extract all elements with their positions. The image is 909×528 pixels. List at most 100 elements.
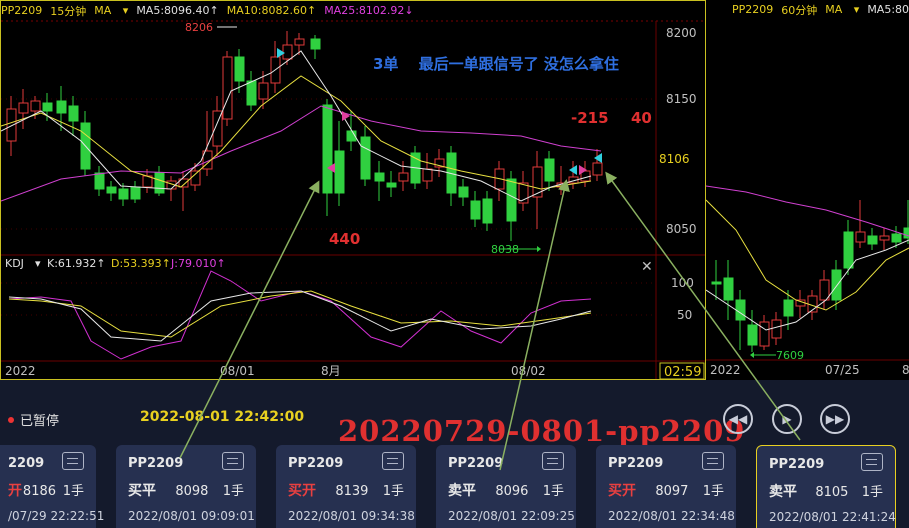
candle: [334, 150, 345, 194]
trade-action: 买平: [128, 483, 156, 499]
trade-action: 卖平: [448, 483, 476, 499]
x-label: 08/01: [220, 364, 255, 378]
trade-price: 8105: [815, 485, 849, 500]
signal-marker-pink: [342, 111, 350, 121]
candle: [771, 319, 782, 339]
ma-label: MA: [825, 3, 843, 16]
candle: [154, 172, 165, 194]
candle: [783, 299, 794, 317]
trade-time: 2022/08/01 09:09:01: [128, 509, 255, 523]
low-price-label: 8038: [491, 243, 519, 256]
ma5-value: MA5:8096.40↑: [136, 4, 219, 17]
comment-icon[interactable]: [382, 452, 404, 470]
kdj-tick: 50: [677, 308, 692, 322]
kline-chart-15min[interactable]: PP2209 15分钟 MA ▾ MA5:8096.40↑ MA10:8082.…: [0, 0, 706, 380]
trade-action: 开: [8, 483, 22, 499]
trade-action: 卖平: [769, 484, 797, 500]
comment-icon[interactable]: [222, 452, 244, 470]
candle: [6, 108, 17, 142]
kdj-label: KDJ: [5, 257, 24, 270]
trade-price: 8186: [22, 484, 57, 499]
trade-card[interactable]: PP2209 买开 8139 1手 2022/08/01 09:34:38: [276, 445, 416, 528]
period-label[interactable]: 15分钟: [50, 4, 87, 18]
x-label: 08/02: [511, 364, 546, 378]
candle: [434, 158, 445, 168]
candle: [735, 299, 746, 321]
candle: [422, 168, 433, 182]
candle: [212, 110, 223, 147]
prev-button[interactable]: ◀◀: [723, 404, 753, 434]
trade-card[interactable]: PP2209 买开 8097 1手 2022/08/01 22:34:48: [596, 445, 736, 528]
trade-time: 2022/08/01 09:34:38: [288, 509, 415, 523]
ma-selector[interactable]: MA ▾: [94, 4, 129, 17]
trade-price: 8096: [495, 484, 529, 499]
card-symbol: PP2209: [448, 456, 504, 471]
comment-icon[interactable]: [861, 453, 883, 471]
trade-qty: 1手: [382, 484, 404, 499]
comment-icon[interactable]: [542, 452, 564, 470]
trade-qty: 1手: [62, 484, 84, 499]
candle: [374, 172, 385, 182]
candle: [831, 269, 842, 301]
svg-text:▾: ▾: [35, 257, 41, 270]
ma25-line: [706, 185, 909, 237]
card-symbol: PP2209: [769, 457, 825, 472]
symbol-label: PP2209: [732, 3, 774, 16]
symbol-label: PP2209: [1, 4, 43, 17]
pnl-label: 40: [631, 109, 652, 127]
trade-card[interactable]: 2209 开 8186 1手/07/29 22:22:51: [0, 445, 105, 528]
candle: [747, 324, 758, 346]
ma-label: MA: [94, 4, 112, 17]
candle: [879, 235, 890, 241]
countdown-timer: 02:59: [664, 365, 701, 379]
trade-qty: 1手: [222, 484, 244, 499]
high-price-label: 8206: [185, 21, 213, 34]
signal-marker-pink: [327, 163, 335, 173]
kdj-k-value: K:61.932↑: [47, 257, 106, 270]
forward-icon: ▶▶: [825, 412, 845, 426]
candle: [202, 150, 213, 170]
replay-datetime: 2022-08-01 22:42:00: [140, 409, 305, 425]
candle: [18, 102, 29, 114]
chart-header: PP2209 60分钟 MA ▾ MA5:80: [706, 0, 909, 19]
card-symbol: PP2209: [128, 456, 184, 471]
kline-chart-60min[interactable]: PP2209 60分钟 MA ▾ MA5:80 7609 2022 07/25 …: [706, 0, 909, 380]
trade-qty: 1手: [702, 484, 724, 499]
candle: [42, 102, 53, 112]
x-label: 8: [902, 363, 909, 377]
card-symbol: 2209: [8, 456, 45, 471]
period-label[interactable]: 60分钟: [781, 3, 818, 17]
candle: [482, 198, 493, 224]
comment-icon[interactable]: [702, 452, 724, 470]
kdj-j-value: J:79.010↑: [170, 257, 226, 270]
next-button[interactable]: ▶▶: [820, 404, 850, 434]
trade-card[interactable]: PP2209 买平 8098 1手 2022/08/01 09:09:01: [116, 445, 256, 528]
candle: [360, 136, 371, 180]
candle: [855, 231, 866, 243]
current-price-label: 8106: [659, 152, 690, 166]
trade-card[interactable]: PP2209 卖平 8105 1手 2022/08/01 22:41:24: [756, 445, 896, 528]
trade-card[interactable]: PP2209 卖平 8096 1手 2022/08/01 22:09:25: [436, 445, 576, 528]
candle: [867, 235, 878, 245]
comment-icon[interactable]: [62, 452, 84, 470]
card-symbol: PP2209: [288, 456, 344, 471]
replay-status: 已暂停: [8, 410, 59, 429]
candle: [723, 277, 734, 301]
trade-qty: 1手: [861, 485, 883, 500]
candle: [30, 100, 41, 112]
candle: [310, 38, 321, 50]
signal-marker-cyan: [277, 48, 285, 58]
candle: [386, 182, 397, 188]
ma-selector[interactable]: MA ▾: [825, 3, 860, 16]
candle: [592, 162, 603, 176]
candle: [843, 231, 854, 269]
candle: [106, 186, 117, 194]
y-tick: 8050: [666, 222, 697, 236]
close-icon[interactable]: ✕: [641, 259, 653, 275]
candle: [532, 166, 543, 198]
kdj-d-line: [8, 290, 592, 338]
candle: [903, 227, 909, 239]
trade-time: /07/29 22:22:51: [8, 509, 105, 523]
play-button[interactable]: ▶: [772, 404, 802, 434]
trade-time: 2022/08/01 22:41:24: [769, 510, 896, 524]
